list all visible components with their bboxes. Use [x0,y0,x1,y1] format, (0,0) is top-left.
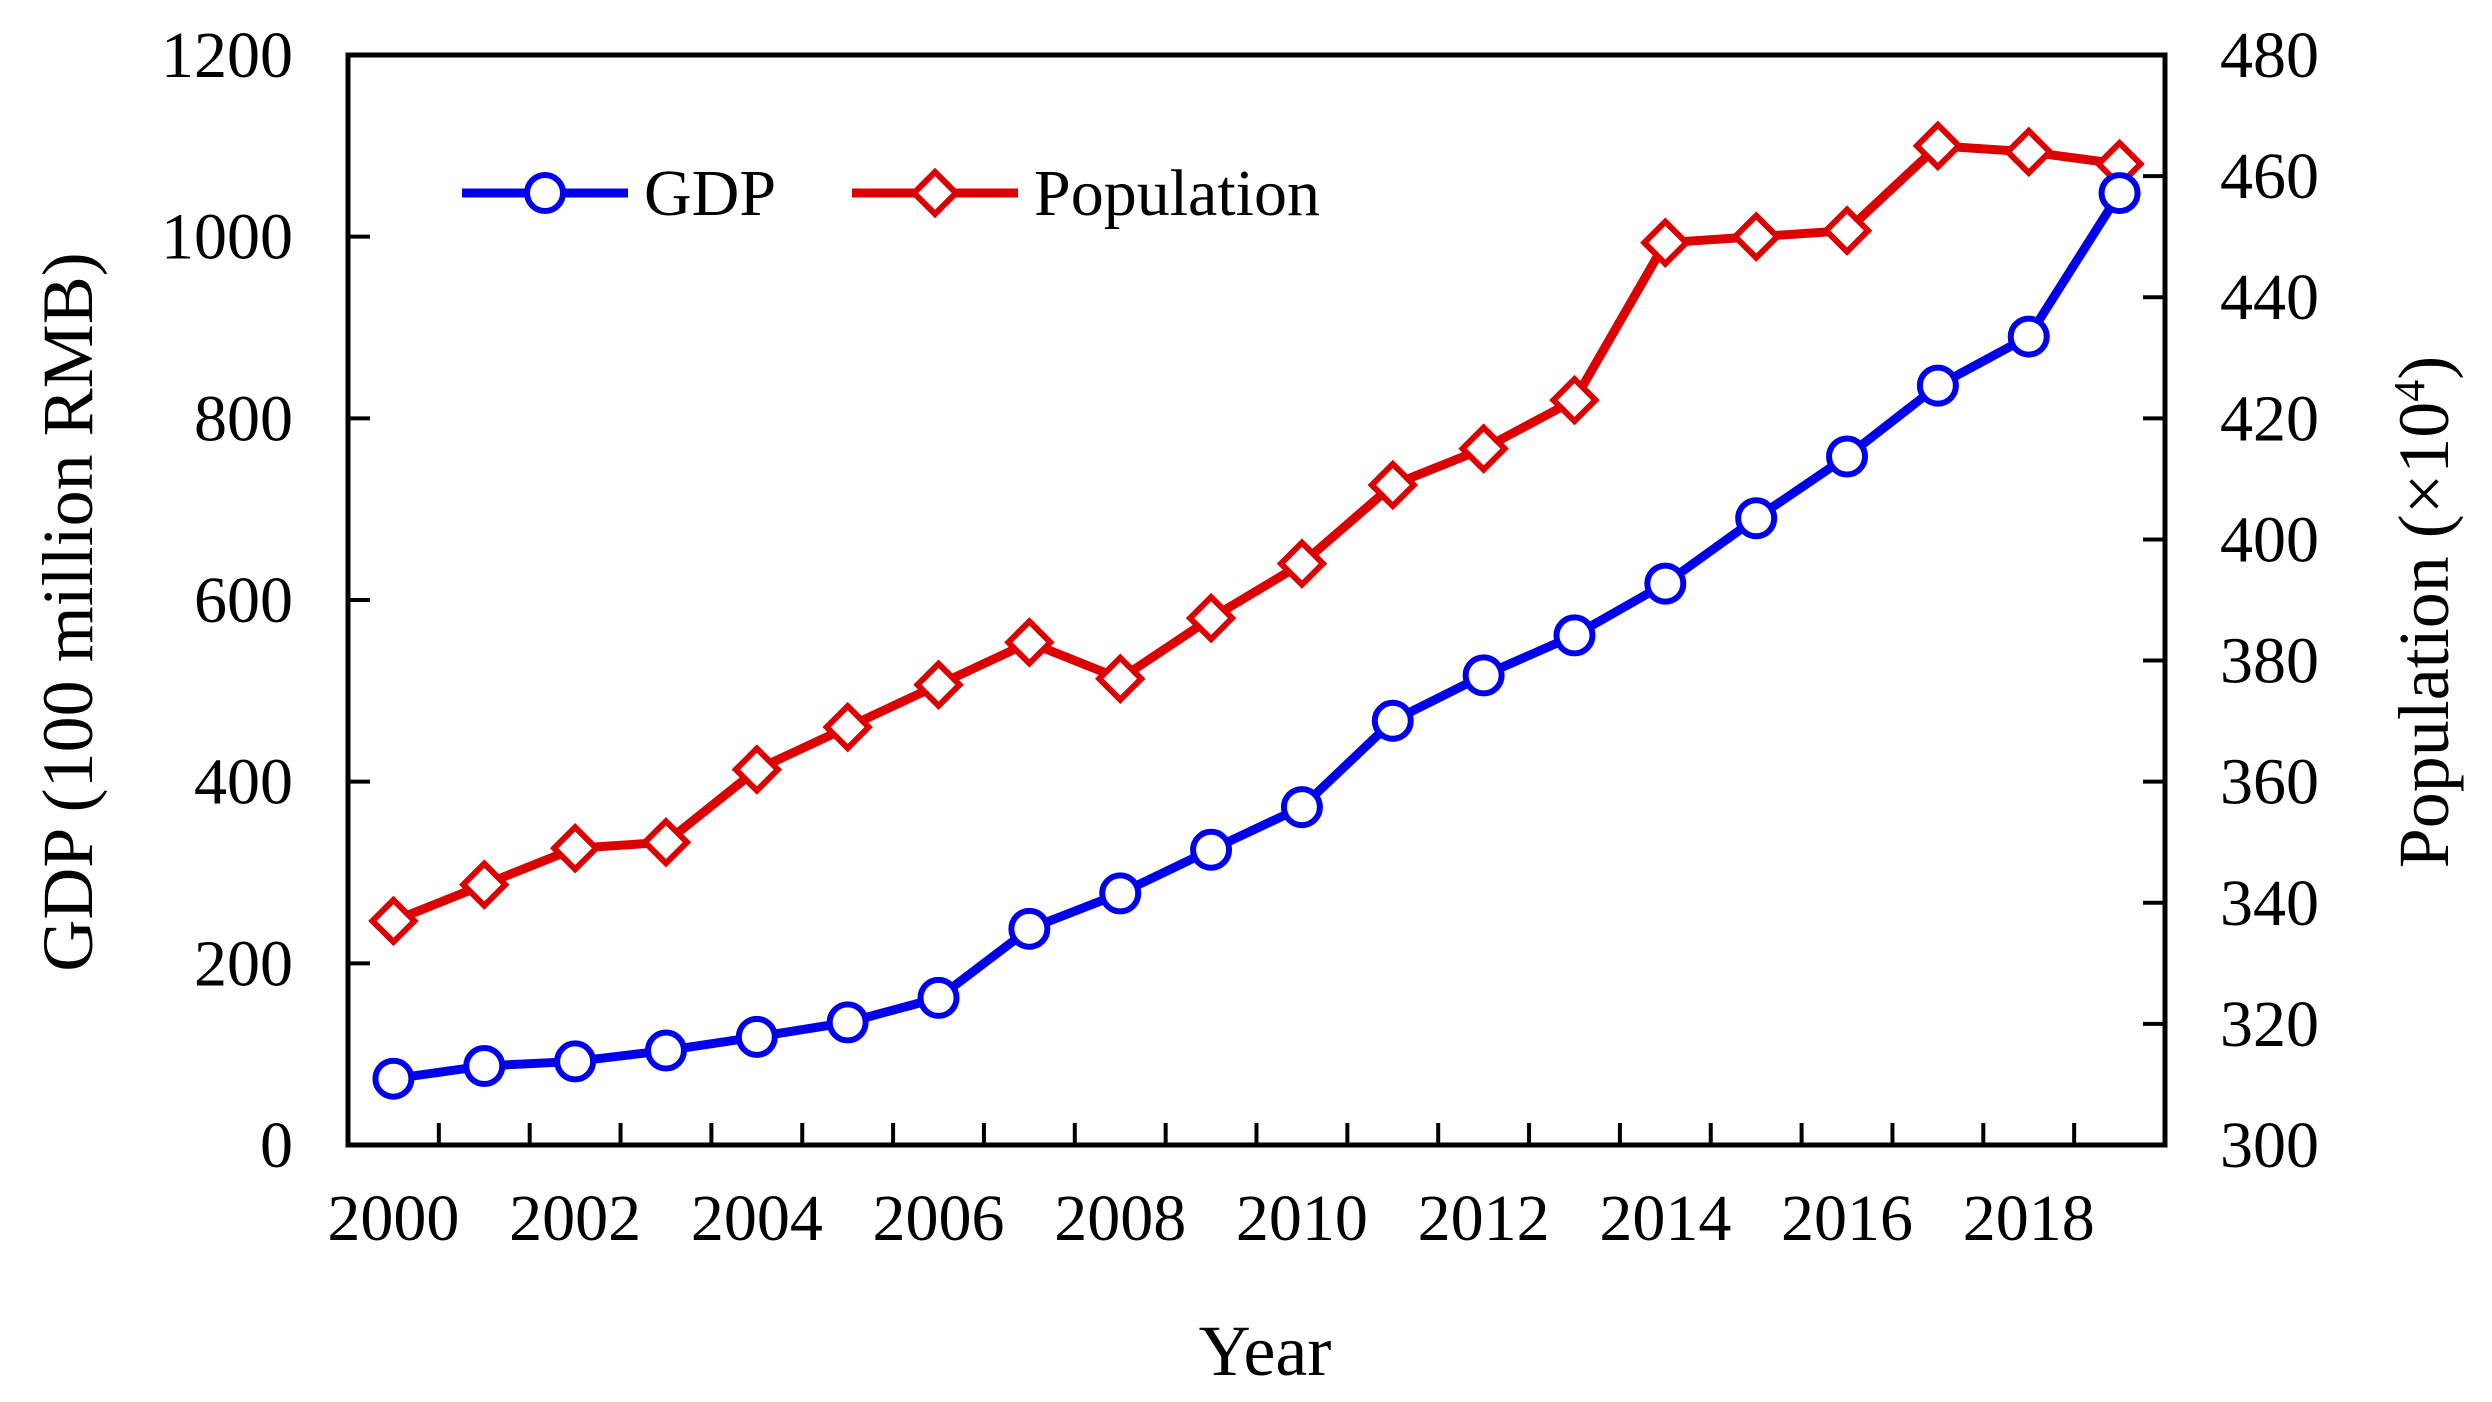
population-data-point [913,659,964,711]
x-tick-label: 2000 [327,1182,459,1255]
y-right-tick-label: 440 [2220,261,2319,334]
gdp-data-point [1099,872,1142,915]
gdp-data-point [917,976,960,1019]
gdp-data-point [554,1040,597,1083]
legend-entry-gdp: GDP [462,157,776,230]
population-data-point [1458,423,1509,474]
x-tick-label: 2018 [1963,1182,2095,1255]
population-data-point [1004,617,1055,668]
population-data-point [2003,126,2054,178]
x-tick-label: 2014 [1599,1182,1731,1255]
population-data-point [1640,217,1691,268]
legend-gdp-marker [524,172,566,214]
y-right-tick-label: 300 [2220,1109,2319,1182]
y-left-tick-label: 600 [194,564,293,637]
y-right-tick-label: 360 [2220,746,2319,819]
right-axis-title-exponent: 4 [2385,380,2434,402]
legend: GDP Population [462,157,1320,230]
series-layer [368,120,2145,1100]
x-tick-label: 2010 [1236,1182,1368,1255]
gdp-data-point [1462,654,1505,697]
x-tick-label: 2016 [1781,1182,1913,1255]
right-axis-title-suffix: ) [2384,356,2464,380]
y-left-tick-label: 1000 [161,201,293,274]
x-tick-label: 2002 [509,1182,641,1255]
population-data-point [1185,592,1237,644]
right-axis-title-prefix: Population ( [2384,514,2464,868]
legend-population-marker [909,167,961,219]
population-data-point [1367,459,1419,511]
right-axis-title-times: ×10 [2384,402,2464,515]
y-right-tick-label: 340 [2220,867,2319,940]
x-tick-label: 2012 [1418,1182,1550,1255]
gdp-data-point [1826,435,1869,478]
gdp-data-point [1735,497,1778,540]
y-left-tick-label: 200 [194,927,293,1000]
gdp-data-point [463,1044,506,1087]
population-data-point [1549,374,1600,426]
x-tick-label: 2004 [691,1182,823,1255]
left-axis-title: GDP (100 million RMB) [28,252,108,971]
gdp-data-point [1916,364,1959,407]
y-left-tick-label: 400 [194,746,293,819]
plot-frame [345,52,2168,1148]
population-data-point [1094,653,1146,704]
legend-entry-population: Population [852,157,1320,230]
population-data-point [640,816,692,868]
x-tick-label: 2006 [873,1182,1005,1255]
y-right-tick-label: 420 [2220,382,2319,455]
population-data-point [1821,205,1873,256]
y-right-tick-label: 320 [2220,988,2319,1061]
gdp-data-point [735,1015,778,1058]
gdp-data-point [644,1029,687,1072]
population-data-point [368,895,419,947]
gdp-data-point [2007,315,2050,358]
gdp-data-point [1371,699,1414,742]
gdp-data-point [1553,614,1596,657]
y-left-tick-label: 0 [260,1109,293,1182]
legend-population-label: Population [1034,157,1320,230]
population-data-point [1730,211,1782,262]
y-left-tick-label: 800 [194,382,293,455]
gdp-data-point [1644,562,1687,605]
y-right-tick-label: 460 [2220,140,2319,213]
population-data-point [459,859,510,910]
gdp-data-point [1008,907,1051,950]
x-tick-label: 2008 [1054,1182,1186,1255]
population-data-point [731,744,783,795]
y-right-tick-label: 400 [2220,503,2319,576]
gdp-data-point [1280,786,1323,829]
y-right-tick-label: 380 [2220,625,2319,698]
right-axis-title: Population (×104) [2384,356,2464,869]
gdp-data-point [1190,828,1233,871]
population-data-point [549,823,601,874]
population-data-point [1276,538,1328,589]
y-left-tick-label: 1200 [161,19,293,92]
gdp-data-point [2098,172,2141,215]
population-data-point [822,701,873,753]
x-axis-title: Year [1199,1311,1332,1391]
gdp-data-point [372,1057,415,1100]
population-data-point [1912,120,1964,172]
legend-gdp-label: GDP [644,157,776,230]
tick-labels: 2000 2002 2004 2006 2008 2010 2012 2014 2016 2018… [161,19,2319,1255]
gdp-data-point [826,1001,869,1044]
y-right-tick-label: 480 [2220,19,2319,92]
